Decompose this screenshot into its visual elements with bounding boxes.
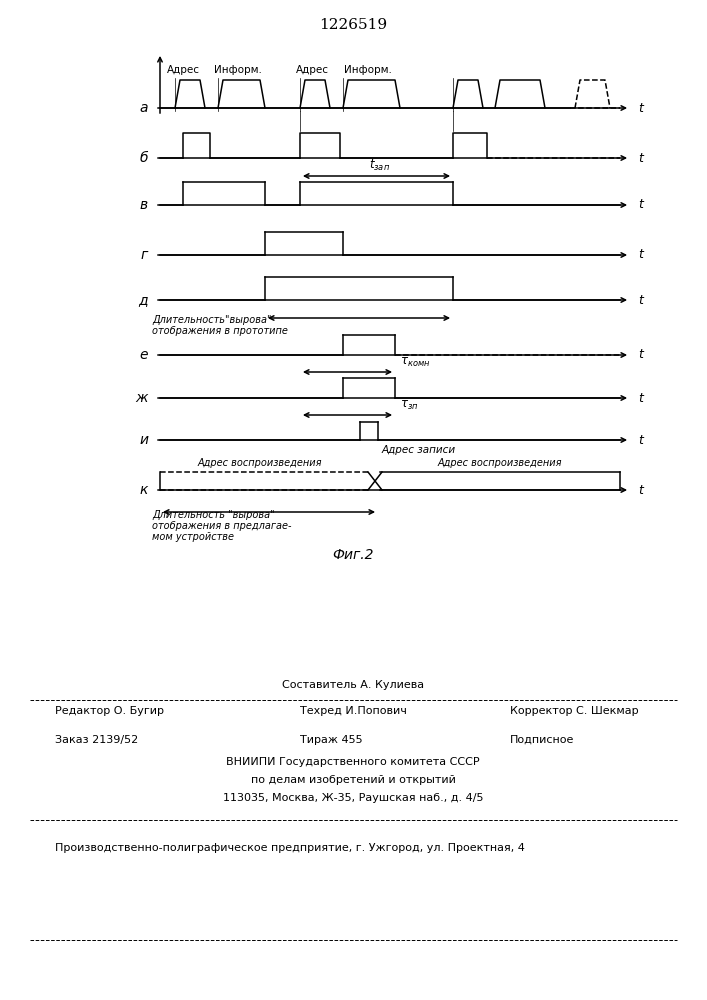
Text: Редактор О. Бугир: Редактор О. Бугир bbox=[55, 706, 164, 716]
Text: t: t bbox=[638, 434, 643, 446]
Text: Фиг.2: Фиг.2 bbox=[332, 548, 374, 562]
Text: в: в bbox=[140, 198, 148, 212]
Text: $\tau_{зп}$: $\tau_{зп}$ bbox=[400, 399, 419, 412]
Text: Заказ 2139/52: Заказ 2139/52 bbox=[55, 735, 139, 745]
Text: к: к bbox=[139, 483, 148, 497]
Text: Адрес воспроизведения: Адрес воспроизведения bbox=[438, 458, 562, 468]
Text: 1226519: 1226519 bbox=[319, 18, 387, 32]
Text: д: д bbox=[139, 293, 148, 307]
Text: $\tau_{комн}$: $\tau_{комн}$ bbox=[400, 356, 431, 369]
Text: Производственно-полиграфическое предприятие, г. Ужгород, ул. Проектная, 4: Производственно-полиграфическое предприя… bbox=[55, 843, 525, 853]
Text: Адрес: Адрес bbox=[167, 65, 199, 75]
Text: Адрес: Адрес bbox=[296, 65, 329, 75]
Text: ВНИИПИ Государственного комитета СССР: ВНИИПИ Государственного комитета СССР bbox=[226, 757, 480, 767]
Text: t: t bbox=[638, 151, 643, 164]
Text: а: а bbox=[139, 101, 148, 115]
Text: по делам изобретений и открытий: по делам изобретений и открытий bbox=[250, 775, 455, 785]
Text: t: t bbox=[638, 102, 643, 114]
Text: г: г bbox=[141, 248, 148, 262]
Text: t: t bbox=[638, 198, 643, 212]
Text: Составитель А. Кулиева: Составитель А. Кулиева bbox=[282, 680, 424, 690]
Text: Длительность "вырова": Длительность "вырова" bbox=[152, 510, 274, 520]
Text: t: t bbox=[638, 294, 643, 306]
Text: 113035, Москва, Ж-35, Раушская наб., д. 4/5: 113035, Москва, Ж-35, Раушская наб., д. … bbox=[223, 793, 484, 803]
Text: отображения в предлагае-: отображения в предлагае- bbox=[152, 521, 291, 531]
Text: Корректор С. Шекмар: Корректор С. Шекмар bbox=[510, 706, 638, 716]
Text: Тираж 455: Тираж 455 bbox=[300, 735, 363, 745]
Text: Информ.: Информ. bbox=[214, 65, 262, 75]
Text: Техред И.Попович: Техред И.Попович bbox=[300, 706, 407, 716]
Text: t: t bbox=[638, 484, 643, 496]
Text: е: е bbox=[139, 348, 148, 362]
Text: ж: ж bbox=[136, 391, 148, 405]
Text: $t_{зап}$: $t_{зап}$ bbox=[370, 158, 390, 173]
Text: t: t bbox=[638, 349, 643, 361]
Text: отображения в прототипе: отображения в прототипе bbox=[152, 326, 288, 336]
Text: мом устройстве: мом устройстве bbox=[152, 532, 234, 542]
Text: б: б bbox=[139, 151, 148, 165]
Text: Информ.: Информ. bbox=[344, 65, 392, 75]
Text: и: и bbox=[139, 433, 148, 447]
Text: Длительность"вырова": Длительность"вырова" bbox=[152, 315, 271, 325]
Text: Подписное: Подписное bbox=[510, 735, 574, 745]
Text: Адрес воспроизведения: Адрес воспроизведения bbox=[198, 458, 322, 468]
Text: Адрес записи: Адрес записи bbox=[382, 445, 456, 455]
Text: t: t bbox=[638, 391, 643, 404]
Text: t: t bbox=[638, 248, 643, 261]
